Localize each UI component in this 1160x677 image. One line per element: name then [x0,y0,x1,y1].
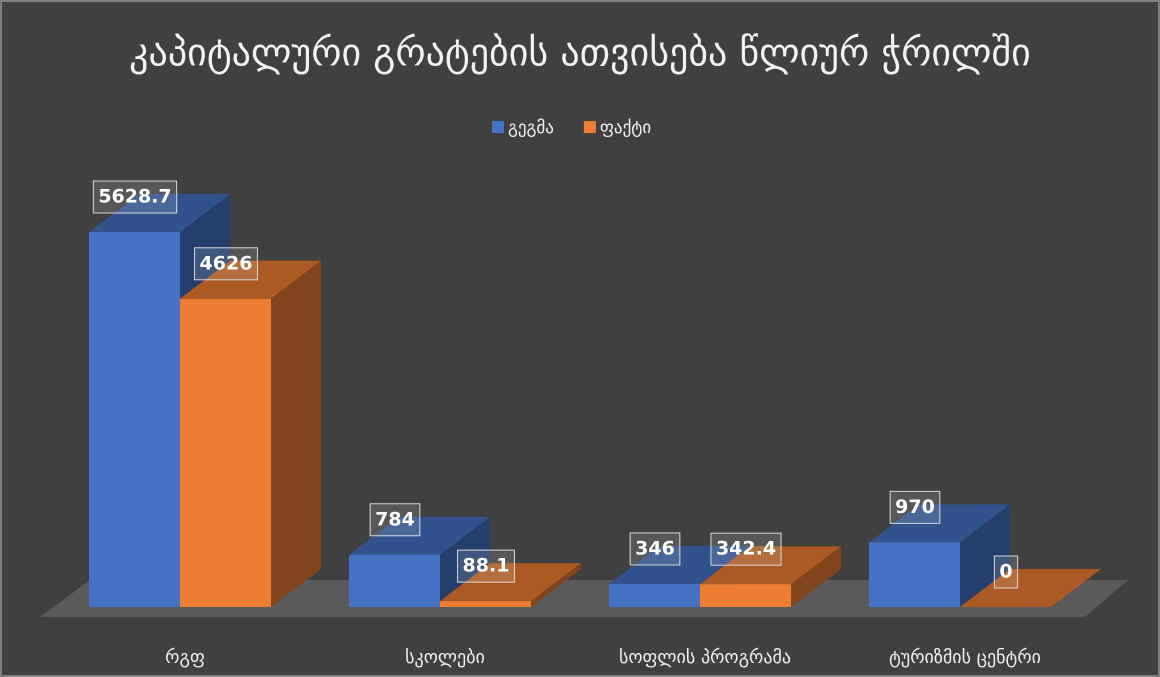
data-label-text: 0 [999,561,1012,583]
bar-front [700,584,791,607]
data-label-box [194,247,258,281]
bar-front [440,601,531,607]
chart-title: კაპიტალური გრატების ათვისება წლიურ ჭრილშ… [129,31,1031,75]
data-label-box [369,503,421,537]
bar-side [271,260,321,607]
x-tick-label: რგფ [165,647,205,668]
bar-front [180,298,271,607]
data-label-text: 970 [895,496,935,518]
bar-side [440,516,490,607]
data-label: 88.1 [457,549,515,583]
data-label-box [92,180,178,214]
data-label-box [993,555,1019,589]
floor [40,580,1128,617]
bar-side [960,504,1010,607]
bar-front [349,554,440,607]
data-label: 784 [369,503,421,537]
x-tick-label: ტურიზმის ცენტრი [889,647,1041,668]
data-label-text: 4626 [200,252,253,274]
data-label-box [457,549,515,583]
bar-side [791,546,841,607]
legend-label: გეგმა [508,118,554,138]
data-label-text: 5628.7 [98,186,171,208]
data-label: 5628.7 [92,180,178,214]
bar-front [89,232,180,607]
bar-front [609,583,700,607]
bar [960,569,1101,607]
data-label: 4626 [194,247,258,281]
bar [180,260,321,607]
data-label: 0 [993,555,1019,589]
x-tick-label: სოფლის პროგრამა [619,647,791,668]
data-label-text: 784 [375,508,415,530]
legend-swatch [492,121,504,133]
legend: გეგმა ფაქტი [492,118,651,138]
data-label-text: 342.4 [716,538,776,560]
x-tick-label: სკოლები [405,647,485,668]
bar-front [869,542,960,607]
data-label-box [710,532,782,566]
data-label: 346 [629,532,681,566]
bar-side [531,563,581,607]
legend-swatch [583,121,596,133]
data-label: 970 [889,490,941,524]
data-label-text: 88.1 [463,555,510,577]
data-label-text: 346 [635,537,675,559]
bar-top [960,569,1101,607]
data-label-box [889,490,941,524]
data-label: 342.4 [710,532,782,566]
legend-label: ფაქტი [600,118,651,138]
data-label-box [629,532,681,566]
